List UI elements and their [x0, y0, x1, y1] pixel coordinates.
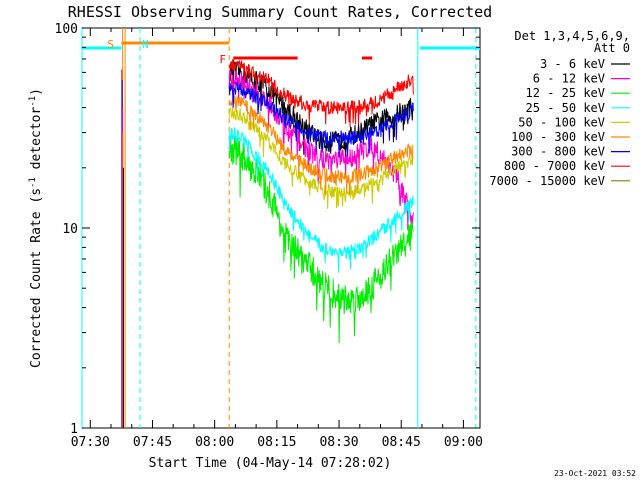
- x-tick-label-0: 07:30: [71, 435, 110, 450]
- series-5: [228, 92, 414, 195]
- axis-ticks: 07:30 07:45 08:00 08:15 08:30 08:45 09:00 1 10 10…: [55, 22, 483, 450]
- legend-header-line1: Det 1,3,4,5,6,9,: [514, 29, 630, 43]
- series-1: [228, 69, 414, 231]
- y-axis-label-part2: detector: [29, 107, 44, 178]
- series-0: [228, 60, 414, 169]
- y-axis-label-sup1: -1: [28, 177, 38, 188]
- x-tick-label-6: 09:00: [444, 435, 483, 450]
- series-2: [228, 136, 414, 344]
- series-group: [121, 59, 414, 428]
- x-tick-label-5: 08:45: [382, 435, 421, 450]
- legend-label-5: 100 - 300 keV: [511, 130, 605, 144]
- vertical-lines: [81, 28, 477, 428]
- x-tick-label-3: 08:15: [257, 435, 296, 450]
- legend-label-8: 7000 - 15000 keV: [489, 174, 605, 188]
- y-axis-label-sup2: -1: [28, 96, 38, 107]
- series-7: [228, 59, 414, 127]
- y-axis-label: Corrected Count Rate (s-1 detector-1): [28, 88, 44, 368]
- legend-label-2: 12 - 25 keV: [526, 86, 605, 100]
- legend-label-4: 50 - 100 keV: [518, 115, 605, 129]
- x-tick-label-2: 08:00: [195, 435, 234, 450]
- legend-header-line2: Att 0: [594, 41, 630, 55]
- series-4: [228, 106, 414, 209]
- y-axis-label-part3: ): [29, 88, 44, 96]
- legend-label-7: 800 - 7000 keV: [504, 159, 605, 173]
- markers: S N F: [107, 38, 373, 66]
- footer-timestamp: 23-Oct-2021 03:52: [554, 469, 636, 478]
- y-tick-label-0: 1: [70, 422, 78, 437]
- marker-label-F: F: [219, 53, 226, 66]
- legend-label-0: 3 - 6 keV: [540, 57, 605, 71]
- x-tick-label-4: 08:30: [319, 435, 358, 450]
- legend-label-3: 25 - 50 keV: [526, 101, 605, 115]
- x-tick-label-1: 07:45: [133, 435, 172, 450]
- chart-title: RHESSI Observing Summary Count Rates, Co…: [68, 3, 492, 21]
- series-3: [228, 127, 414, 273]
- x-axis-label: Start Time (04-May-14 07:28:02): [149, 456, 392, 471]
- y-axis-label-part1: Corrected Count Rate (s: [29, 188, 44, 368]
- legend-label-1: 6 - 12 keV: [533, 72, 605, 86]
- legend-label-6: 300 - 800 keV: [511, 145, 605, 159]
- series-6: [228, 81, 414, 158]
- y-tick-label-2: 100: [55, 22, 78, 37]
- marker-label-S: S: [107, 38, 114, 51]
- marker-label-N: N: [142, 38, 149, 51]
- y-tick-label-1: 10: [62, 222, 78, 237]
